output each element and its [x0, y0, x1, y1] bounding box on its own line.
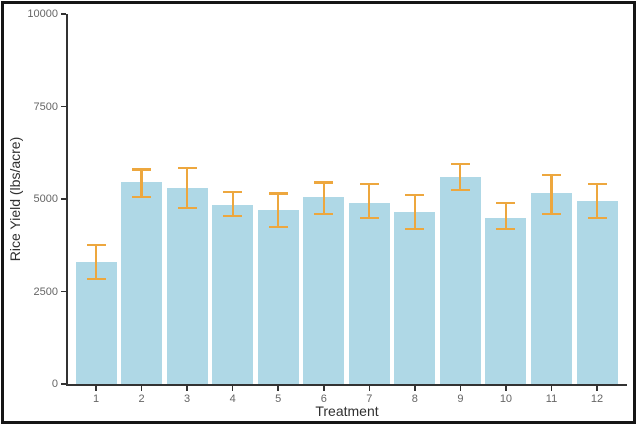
error-bar-cap-top-1 [86, 244, 106, 247]
error-bar-cap-top-2 [132, 168, 152, 171]
error-bar-line-12 [595, 184, 599, 218]
y-tick-label: 7500 [33, 100, 58, 113]
x-tick-label-5: 5 [275, 393, 282, 405]
error-bar-line-4 [231, 191, 234, 216]
y-axis-line [66, 14, 68, 386]
error-bar-cap-bottom-7 [359, 216, 379, 219]
error-bar-cap-bottom-10 [496, 227, 516, 230]
x-tick-label-4: 4 [229, 393, 236, 405]
x-tick-mark-1 [95, 386, 97, 391]
bar-treatment-6 [303, 197, 345, 384]
x-tick-mark-12 [596, 386, 598, 391]
bar-treatment-8 [394, 211, 436, 384]
error-bar-cap-top-9 [450, 162, 470, 166]
y-tick-mark [61, 13, 66, 15]
error-bar-cap-top-7 [359, 183, 379, 186]
bar-treatment-1 [75, 261, 117, 384]
error-bar-cap-top-10 [496, 201, 516, 204]
error-bar-cap-top-12 [587, 183, 607, 186]
error-bar-line-3 [186, 167, 189, 209]
bar-treatment-12 [576, 200, 618, 384]
x-tick-mark-11 [550, 386, 553, 391]
x-tick-mark-9 [459, 386, 462, 391]
error-bar-cap-bottom-6 [314, 212, 334, 215]
bar-treatment-10 [485, 217, 527, 384]
error-bar-cap-bottom-4 [223, 214, 243, 217]
error-bar-cap-top-3 [177, 166, 197, 169]
x-tick-label-1: 1 [92, 393, 100, 405]
x-tick-label-12: 12 [590, 393, 604, 405]
error-bar-line-8 [413, 195, 416, 229]
error-bar-cap-bottom-9 [450, 188, 470, 191]
x-tick-mark-5 [277, 386, 279, 391]
x-tick-mark-2 [140, 386, 143, 391]
error-bar-line-2 [140, 169, 143, 198]
y-tick-label: 0 [51, 378, 58, 390]
x-tick-mark-3 [186, 386, 188, 391]
y-tick-mark [61, 198, 66, 200]
error-bar-cap-top-6 [314, 181, 334, 184]
y-tick-mark [61, 105, 66, 108]
error-bar-cap-bottom-5 [268, 225, 288, 228]
x-tick-label-3: 3 [184, 393, 191, 405]
error-bar-cap-bottom-11 [542, 212, 561, 215]
error-bar-line-5 [277, 193, 280, 227]
x-tick-mark-4 [231, 386, 234, 391]
error-bar-line-6 [322, 182, 325, 214]
x-tick-label-7: 7 [366, 393, 373, 405]
error-bar-line-10 [504, 202, 508, 229]
error-bar-line-7 [368, 184, 371, 218]
y-tick-mark [61, 383, 66, 385]
bar-treatment-5 [257, 210, 299, 384]
error-bar-cap-bottom-12 [587, 216, 607, 219]
error-bar-cap-bottom-8 [405, 227, 425, 230]
x-tick-mark-8 [414, 386, 416, 391]
x-tick-label-10: 10 [499, 393, 513, 405]
error-bar-cap-bottom-2 [132, 196, 152, 199]
x-axis-title: Treatment [315, 403, 379, 419]
y-tick-mark [61, 290, 66, 293]
x-tick-mark-7 [368, 386, 371, 391]
x-tick-label-2: 2 [138, 393, 145, 405]
y-tick-label: 5000 [33, 193, 58, 205]
y-tick-label: 10000 [27, 8, 58, 20]
error-bar-cap-bottom-3 [177, 207, 197, 210]
x-tick-mark-6 [323, 386, 325, 391]
y-tick-label: 2500 [33, 285, 58, 298]
x-axis-line [66, 384, 627, 386]
error-bar-cap-top-4 [223, 190, 243, 193]
bar-treatment-2 [121, 182, 163, 384]
bar-treatment-3 [166, 187, 208, 384]
error-bar-line-11 [550, 174, 553, 214]
error-bar-cap-top-8 [405, 194, 425, 197]
x-tick-label-11: 11 [545, 393, 558, 405]
bar-treatment-4 [212, 204, 254, 384]
error-bar-cap-bottom-1 [86, 277, 106, 280]
x-tick-mark-10 [505, 386, 507, 391]
x-tick-label-9: 9 [457, 393, 464, 405]
x-tick-label-8: 8 [411, 393, 418, 405]
bar-treatment-7 [348, 202, 390, 384]
bar-treatment-9 [439, 176, 481, 384]
error-bar-line-9 [459, 163, 462, 190]
error-bar-line-1 [94, 245, 98, 279]
x-tick-label-6: 6 [320, 393, 327, 405]
error-bar-cap-top-11 [542, 173, 561, 177]
error-bar-cap-top-5 [268, 192, 288, 195]
bar-treatment-11 [531, 193, 572, 384]
